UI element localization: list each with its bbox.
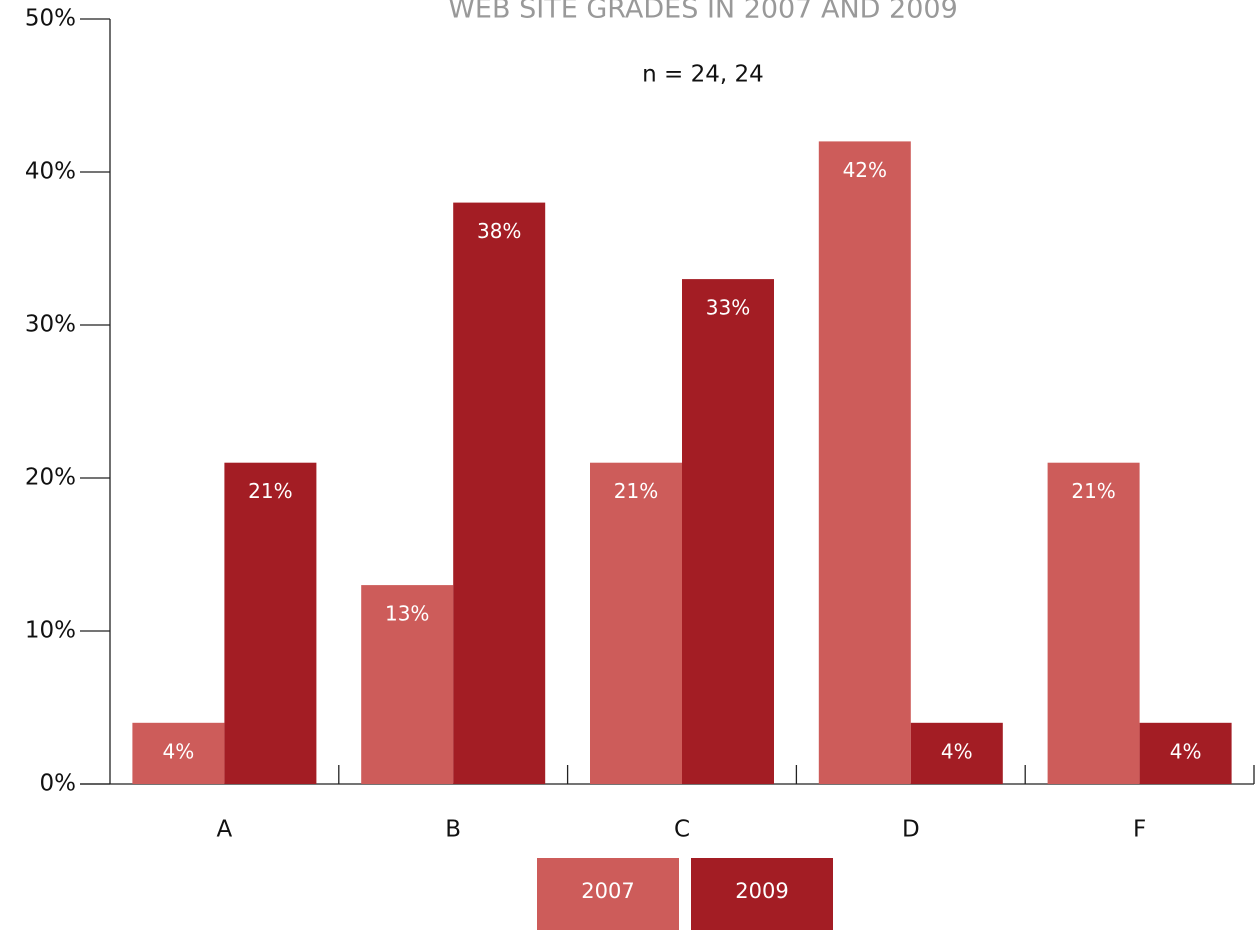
x-tick-label: A: [217, 817, 233, 843]
bar: [361, 585, 454, 784]
value-label: 38%: [477, 219, 521, 243]
value-label: 4%: [163, 739, 195, 763]
y-tick-label: 30%: [25, 312, 76, 338]
bar: [818, 141, 911, 784]
y-tick-label: 40%: [25, 159, 76, 185]
y-tick-label: 10%: [25, 618, 76, 644]
value-label: 42%: [843, 158, 887, 182]
x-tick-label: F: [1133, 817, 1146, 843]
x-tick-label: D: [902, 817, 920, 843]
value-label: 4%: [941, 739, 973, 763]
value-label: 21%: [1071, 479, 1115, 503]
y-tick-label: 50%: [25, 6, 76, 32]
x-tick-label: B: [445, 817, 461, 843]
value-label: 21%: [614, 479, 658, 503]
bar: [453, 202, 546, 785]
value-label: 13%: [385, 602, 429, 626]
legend-swatch: [537, 858, 679, 930]
legend-swatch: [691, 858, 833, 930]
bar: [590, 462, 682, 784]
bar: [910, 722, 1003, 784]
value-label: 21%: [248, 479, 292, 503]
chart-title: WEB SITE GRADES IN 2007 AND 2009: [448, 0, 958, 25]
x-tick-label: C: [674, 817, 690, 843]
value-label: 33%: [706, 296, 750, 320]
bar: [1139, 722, 1232, 784]
y-tick-label: 20%: [25, 465, 76, 491]
value-label: 4%: [1170, 739, 1202, 763]
bar: [224, 462, 317, 784]
bar: [1047, 462, 1140, 784]
legend-label: 2009: [735, 879, 788, 903]
chart-subtitle: n = 24, 24: [642, 62, 764, 88]
bar: [682, 279, 774, 784]
bar: [132, 722, 225, 784]
legend-label: 2007: [581, 879, 634, 903]
y-tick-label: 0%: [40, 771, 77, 797]
